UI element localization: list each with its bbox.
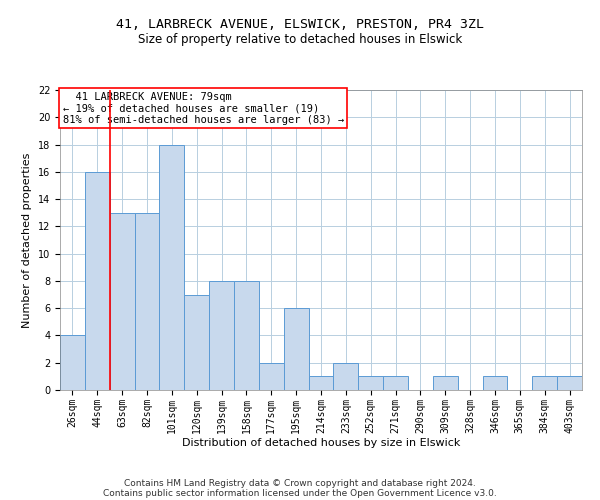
Bar	[259, 362, 284, 390]
Bar	[532, 376, 557, 390]
Bar	[284, 308, 308, 390]
Bar	[383, 376, 408, 390]
Text: 41, LARBRECK AVENUE, ELSWICK, PRESTON, PR4 3ZL: 41, LARBRECK AVENUE, ELSWICK, PRESTON, P…	[116, 18, 484, 30]
Bar	[60, 336, 85, 390]
Bar	[184, 294, 209, 390]
Text: Contains public sector information licensed under the Open Government Licence v3: Contains public sector information licen…	[103, 488, 497, 498]
Bar	[160, 144, 184, 390]
Y-axis label: Number of detached properties: Number of detached properties	[22, 152, 32, 328]
Text: 41 LARBRECK AVENUE: 79sqm  
← 19% of detached houses are smaller (19)
81% of sem: 41 LARBRECK AVENUE: 79sqm ← 19% of detac…	[62, 92, 344, 124]
Bar	[110, 212, 134, 390]
Bar	[334, 362, 358, 390]
Bar	[433, 376, 458, 390]
X-axis label: Distribution of detached houses by size in Elswick: Distribution of detached houses by size …	[182, 438, 460, 448]
Bar	[209, 281, 234, 390]
Bar	[85, 172, 110, 390]
Bar	[557, 376, 582, 390]
Text: Contains HM Land Registry data © Crown copyright and database right 2024.: Contains HM Land Registry data © Crown c…	[124, 478, 476, 488]
Bar	[308, 376, 334, 390]
Text: Size of property relative to detached houses in Elswick: Size of property relative to detached ho…	[138, 32, 462, 46]
Bar	[234, 281, 259, 390]
Bar	[358, 376, 383, 390]
Bar	[134, 212, 160, 390]
Bar	[482, 376, 508, 390]
